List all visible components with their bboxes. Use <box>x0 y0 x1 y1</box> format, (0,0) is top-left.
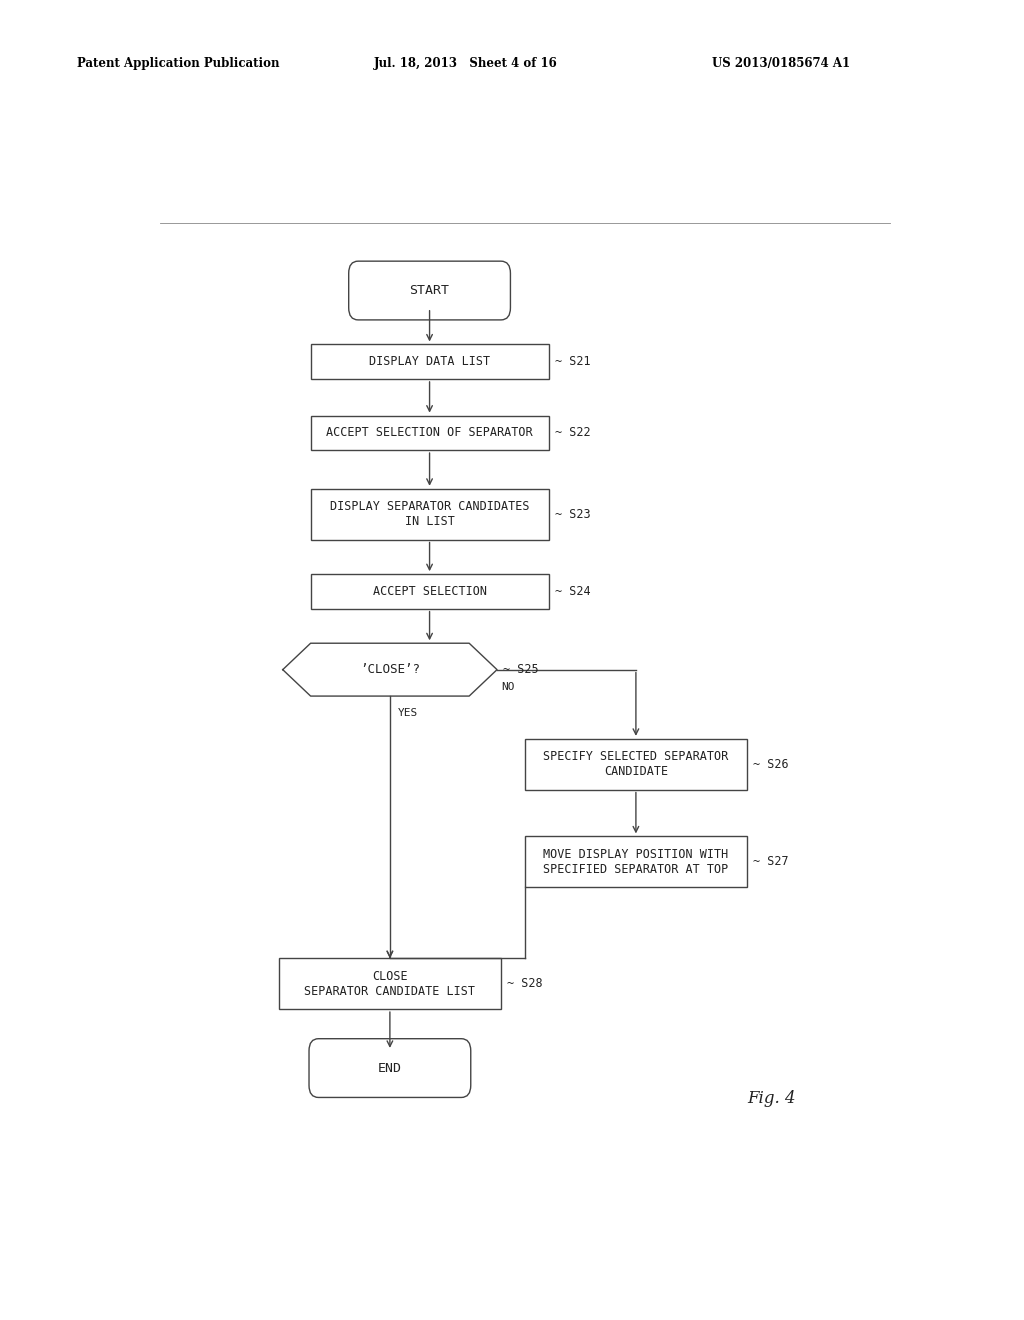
Text: SPECIFY SELECTED SEPARATOR
CANDIDATE: SPECIFY SELECTED SEPARATOR CANDIDATE <box>544 750 728 779</box>
Bar <box>310 488 549 540</box>
Text: DISPLAY DATA LIST: DISPLAY DATA LIST <box>369 355 490 368</box>
Text: END: END <box>378 1061 401 1074</box>
Text: ʼCLOSEʼ?: ʼCLOSEʼ? <box>359 663 420 676</box>
Text: US 2013/0185674 A1: US 2013/0185674 A1 <box>712 57 850 70</box>
Text: YES: YES <box>397 709 418 718</box>
Text: Fig. 4: Fig. 4 <box>748 1090 796 1107</box>
Text: NO: NO <box>501 682 514 692</box>
Text: ACCEPT SELECTION OF SEPARATOR: ACCEPT SELECTION OF SEPARATOR <box>327 426 532 440</box>
Text: ~ S24: ~ S24 <box>555 585 591 598</box>
Text: ~ S21: ~ S21 <box>555 355 591 368</box>
FancyBboxPatch shape <box>349 261 510 319</box>
Text: ~ S26: ~ S26 <box>754 758 788 771</box>
Bar <box>279 958 501 1008</box>
Text: MOVE DISPLAY POSITION WITH
SPECIFIED SEPARATOR AT TOP: MOVE DISPLAY POSITION WITH SPECIFIED SEP… <box>544 847 728 875</box>
Text: ~ S28: ~ S28 <box>507 977 543 990</box>
Text: Jul. 18, 2013   Sheet 4 of 16: Jul. 18, 2013 Sheet 4 of 16 <box>374 57 557 70</box>
Text: CLOSE
SEPARATOR CANDIDATE LIST: CLOSE SEPARATOR CANDIDATE LIST <box>304 970 475 998</box>
Text: DISPLAY SEPARATOR CANDIDATES
IN LIST: DISPLAY SEPARATOR CANDIDATES IN LIST <box>330 500 529 528</box>
Text: ~ S23: ~ S23 <box>555 508 591 520</box>
FancyBboxPatch shape <box>309 1039 471 1097</box>
Text: ~ S22: ~ S22 <box>555 426 591 440</box>
Text: ACCEPT SELECTION: ACCEPT SELECTION <box>373 585 486 598</box>
Bar <box>310 574 549 609</box>
Bar <box>310 345 549 379</box>
Bar <box>524 837 748 887</box>
Bar <box>524 739 748 789</box>
Text: START: START <box>410 284 450 297</box>
Text: Patent Application Publication: Patent Application Publication <box>77 57 280 70</box>
Text: ~ S25: ~ S25 <box>504 663 539 676</box>
Text: ~ S27: ~ S27 <box>754 855 788 869</box>
Bar <box>310 416 549 450</box>
